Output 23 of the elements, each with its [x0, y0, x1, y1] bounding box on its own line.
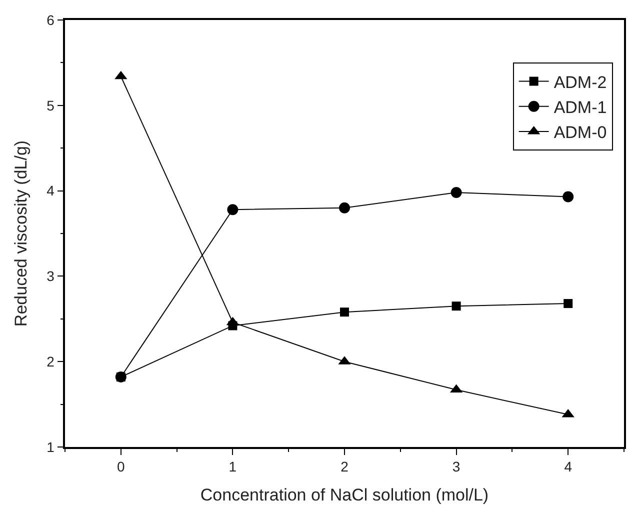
y-tick-label: 4: [46, 182, 55, 199]
point: [339, 202, 350, 214]
y-tick-label: 3: [46, 268, 55, 284]
y-tick-label: 6: [46, 12, 55, 28]
x-tick-label: 2: [340, 458, 349, 475]
point: [562, 191, 574, 202]
legend-label: ADM-2: [554, 72, 607, 92]
y-tick-label: 2: [46, 354, 55, 370]
legend-label: ADM-1: [554, 98, 607, 117]
point: [564, 299, 573, 308]
x-tick-label: 4: [564, 458, 572, 475]
x-tick-label: 3: [452, 458, 460, 475]
y-axis-title: Reduced viscosity (dL/g): [12, 140, 31, 327]
point: [340, 308, 349, 317]
point: [227, 204, 238, 216]
x-axis-title: Concentration of NaCl solution (mol/L): [200, 485, 489, 504]
point: [452, 302, 461, 311]
point: [450, 187, 462, 198]
y-tick-label: 5: [46, 97, 55, 114]
y-tick-label: 1: [46, 438, 55, 455]
legend-label: ADM-0: [554, 123, 607, 142]
x-tick-label: 1: [228, 458, 237, 475]
x-tick-label: 0: [117, 458, 125, 475]
